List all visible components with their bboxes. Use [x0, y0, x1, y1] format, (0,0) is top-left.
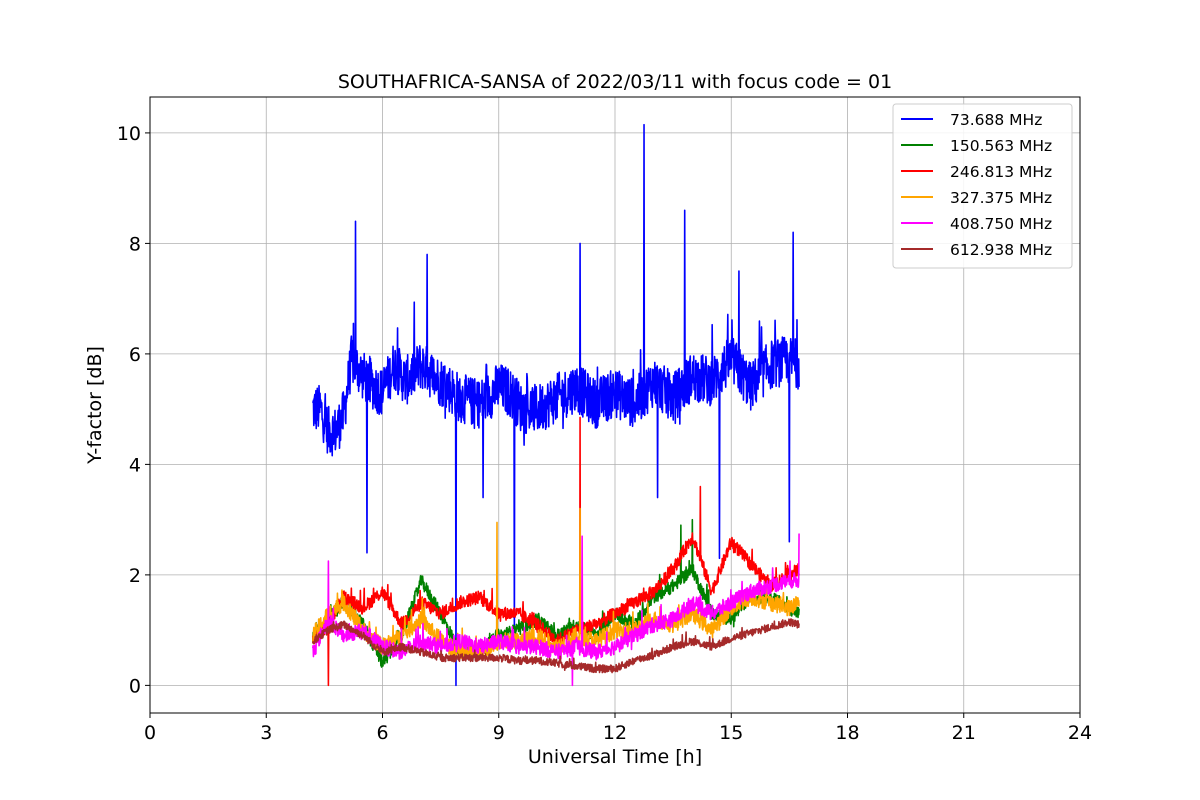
legend-entry: 150.563 MHz [950, 137, 1052, 155]
chart-title: SOUTHAFRICA-SANSA of 2022/03/11 with foc… [338, 71, 892, 93]
y-axis-label: Y-factor [dB] [84, 346, 106, 465]
x-tick-label: 21 [952, 722, 976, 744]
series-line-1 [311, 123, 800, 687]
legend-entry: 612.938 MHz [950, 241, 1052, 259]
y-tick-label: 2 [129, 565, 141, 587]
x-tick-label: 6 [376, 722, 388, 744]
y-tick-label: 6 [129, 344, 141, 366]
legend: 73.688 MHz 150.563 MHz 246.813 MHz 327.375 … [892, 103, 1073, 269]
legend-entry: 327.375 MHz [950, 189, 1052, 207]
x-tick-label: 18 [835, 722, 859, 744]
x-tick-label: 24 [1068, 722, 1092, 744]
x-tick-label: 3 [260, 722, 272, 744]
x-tick-label: 0 [144, 722, 156, 744]
x-axis-label: Universal Time [h] [528, 746, 702, 768]
legend-entry: 73.688 MHz [950, 111, 1042, 129]
legend-entry: 408.750 MHz [950, 215, 1052, 233]
x-tick-label: 12 [603, 722, 627, 744]
x-tick-label: 9 [493, 722, 505, 744]
legend-entry: 246.813 MHz [950, 163, 1052, 181]
y-tick-label: 8 [129, 233, 141, 255]
x-tick-label: 15 [719, 722, 743, 744]
legend-box [892, 103, 1073, 269]
series-lines [311, 123, 800, 687]
y-tick-label: 10 [117, 123, 141, 145]
y-tick-label: 0 [129, 675, 141, 697]
y-tick-label: 4 [129, 454, 141, 476]
series-line-6 [311, 618, 800, 674]
